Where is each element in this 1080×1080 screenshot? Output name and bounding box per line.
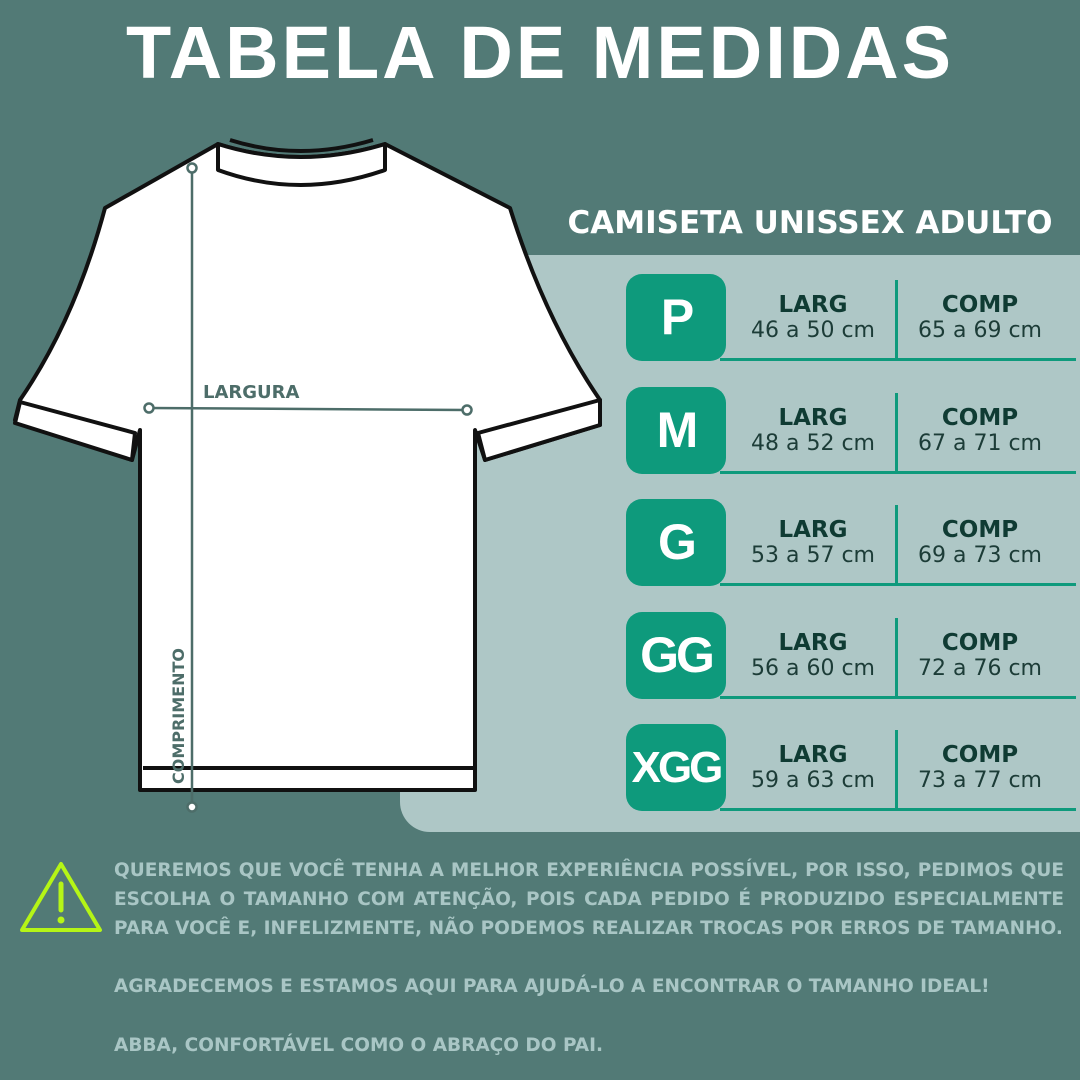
length-value: 67 a 71 cm (918, 431, 1042, 456)
width-value: 48 a 52 cm (751, 431, 875, 456)
length-value: 72 a 76 cm (918, 656, 1042, 681)
width-header: LARG (778, 742, 848, 768)
length-header: COMP (941, 517, 1019, 543)
length-label: COMPRIMENTO (169, 648, 188, 784)
page-title: TABELA DE MEDIDAS (126, 11, 954, 94)
width-value: 59 a 63 cm (751, 768, 875, 793)
notice-text: QUEREMOS QUE VOCÊ TENHA A MELHOR EXPERIÊ… (114, 856, 1064, 943)
width-value: 56 a 60 cm (751, 656, 875, 681)
thanks-text: AGRADECEMOS E ESTAMOS AQUI PARA AJUDÁ-LO… (114, 976, 990, 997)
length-header: COMP (941, 405, 1019, 431)
size-badge: GG (626, 612, 726, 699)
length-header: COMP (941, 742, 1019, 768)
length-value: 65 a 69 cm (918, 318, 1042, 343)
size-row-xgg: XGG LARG 59 a 63 cm COMP 73 a 77 cm (626, 724, 1076, 811)
length-value: 73 a 77 cm (918, 768, 1042, 793)
size-row-gg: GG LARG 56 a 60 cm COMP 72 a 76 cm (626, 612, 1076, 699)
length-header: COMP (941, 630, 1019, 656)
notice-line: ESCOLHA O TAMANHO COM ATENÇÃO, POIS CADA… (114, 889, 1064, 910)
size-row-p: P LARG 46 a 50 cm COMP 65 a 69 cm (626, 274, 1076, 361)
notice-line: PARA VOCÊ E, INFELIZMENTE, NÃO PODEMOS R… (114, 918, 1063, 939)
width-label: LARGURA (203, 382, 300, 403)
width-header: LARG (778, 405, 848, 431)
width-header: LARG (778, 292, 848, 318)
product-subtitle: CAMISETA UNISSEX ADULTO (567, 205, 1053, 241)
size-row-m: M LARG 48 a 52 cm COMP 67 a 71 cm (626, 387, 1076, 474)
size-badge: G (626, 499, 726, 586)
slogan-text: ABBA, CONFORTÁVEL COMO O ABRAÇO DO PAI. (114, 1035, 604, 1056)
length-header: COMP (941, 292, 1019, 318)
width-value: 53 a 57 cm (751, 543, 875, 568)
size-badge: P (626, 274, 726, 361)
width-header: LARG (778, 517, 848, 543)
size-row-g: G LARG 53 a 57 cm COMP 69 a 73 cm (626, 499, 1076, 586)
size-badge: M (626, 387, 726, 474)
size-badge: XGG (626, 724, 726, 811)
length-value: 69 a 73 cm (918, 543, 1042, 568)
width-header: LARG (778, 630, 848, 656)
notice-line: QUEREMOS QUE VOCÊ TENHA A MELHOR EXPERIÊ… (114, 860, 1064, 881)
warning-icon (20, 862, 102, 932)
width-value: 46 a 50 cm (751, 318, 875, 343)
tshirt-diagram: LARGURA COMPRIMENTO (13, 138, 602, 813)
